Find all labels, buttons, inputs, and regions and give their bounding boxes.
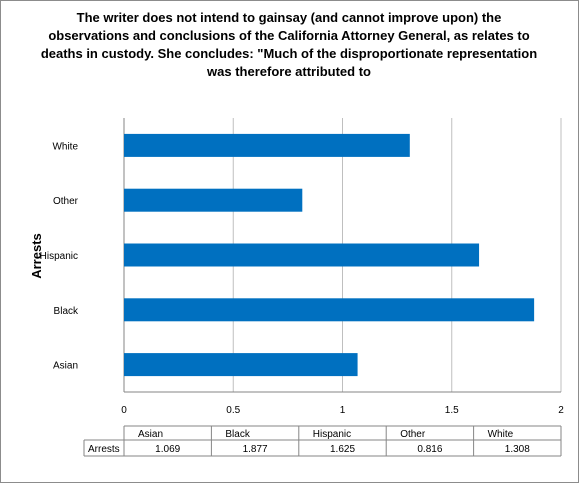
table-value-cell: 1.877 [243, 444, 268, 455]
table-value-cell: 1.625 [330, 444, 355, 455]
bar-other [124, 188, 303, 212]
bar-black [124, 298, 535, 322]
table-value-cell: 0.816 [417, 444, 442, 455]
bar-asian [124, 353, 358, 377]
x-tick-label: 0 [121, 405, 127, 416]
category-label: Hispanic [40, 251, 78, 262]
category-labels: Asian Black Hispanic Other White [40, 141, 79, 371]
chart-title-line: was therefore attributed to [206, 64, 371, 79]
table-header-cell: White [488, 429, 514, 440]
x-tick-label: 1.5 [445, 405, 459, 416]
bar-white [124, 133, 410, 157]
category-label: Asian [53, 361, 78, 372]
bars [124, 133, 535, 377]
x-tick-label: 0.5 [226, 405, 240, 416]
category-label: Other [53, 196, 79, 207]
series-label: Arrests [88, 444, 120, 455]
table-value-cell: 1.308 [505, 444, 530, 455]
data-table: Asian 1.069 Black 1.877 Hispanic 1.625 Other 0.… [83, 425, 562, 457]
y-axis-title: Arrests [29, 233, 44, 279]
bar-hispanic [124, 243, 480, 267]
gridlines [123, 118, 562, 393]
chart-title-line: deaths in custody. She concludes: "Much … [41, 46, 537, 61]
x-tick-label: 2 [558, 405, 564, 416]
chart-title-line: The writer does not intend to gainsay (a… [77, 10, 502, 25]
table-header-cell: Asian [138, 429, 163, 440]
chart-title: The writer does not intend to gainsay (a… [41, 10, 537, 79]
category-label: White [52, 141, 78, 152]
x-tick-label: 1 [340, 405, 346, 416]
table-value-cell: 1.069 [155, 444, 180, 455]
table-header-cell: Black [225, 429, 250, 440]
table-header-cell: Other [400, 429, 426, 440]
table-header-cell: Hispanic [313, 429, 351, 440]
category-label: Black [54, 306, 79, 317]
x-axis-ticks: 0 0.5 1 1.5 2 [121, 405, 564, 416]
chart-title-line: observations and conclusions of the Cali… [48, 28, 529, 43]
